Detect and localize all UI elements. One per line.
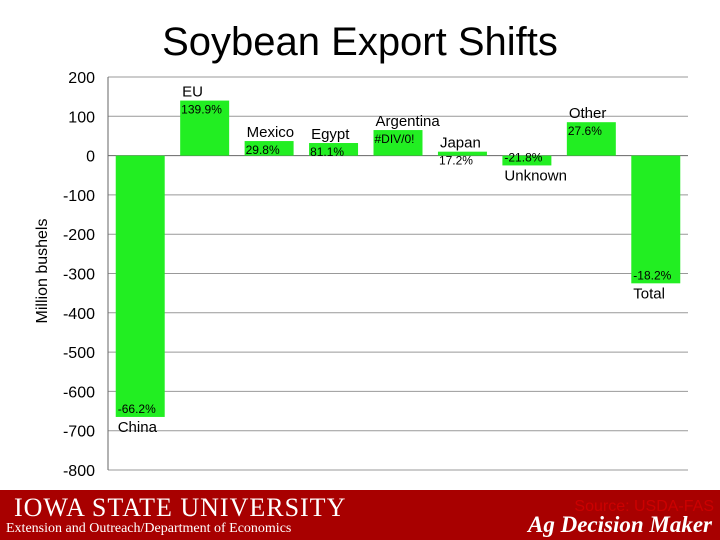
bar-category-label: China xyxy=(118,419,158,436)
y-tick-label: 100 xyxy=(68,109,95,126)
bar-category-label: Other xyxy=(569,105,607,122)
bar-data-label: 139.9% xyxy=(181,103,222,117)
y-tick-label: 0 xyxy=(86,149,95,166)
y-tick-label: -200 xyxy=(63,227,95,244)
bar-category-label: Argentina xyxy=(376,113,441,130)
bar-category-label: Mexico xyxy=(247,124,295,141)
source-note: Source: USDA-FAS xyxy=(574,498,714,515)
y-tick-label: -500 xyxy=(63,345,95,362)
bar xyxy=(437,151,487,156)
y-tick-label: -800 xyxy=(63,463,95,480)
bar xyxy=(180,100,230,156)
bar-data-label: 81.1% xyxy=(310,145,344,159)
bar-category-label: Egypt xyxy=(311,126,350,143)
bar-category-label: Japan xyxy=(440,135,481,152)
bars xyxy=(115,100,681,417)
y-axis-label: Million bushels xyxy=(34,219,51,324)
y-tick-labels: 200 100 0 -100 -200 -300 -400 -500 -600 -700 -800 xyxy=(63,70,95,480)
brand-logo: Ag Decision Maker xyxy=(528,512,712,537)
bar-data-label: 17.2% xyxy=(439,154,473,168)
bar-category-label: EU xyxy=(182,84,203,101)
y-tick-label: 200 xyxy=(68,70,95,87)
bar-data-label: -18.2% xyxy=(633,268,671,282)
bar-data-label: 27.6% xyxy=(568,124,602,138)
bar-data-label: -21.8% xyxy=(504,150,542,164)
bar xyxy=(244,141,294,156)
university-logo: IOWA STATE UNIVERSITY xyxy=(14,493,347,522)
y-tick-label: -300 xyxy=(63,267,95,284)
bar xyxy=(309,143,359,156)
chart-title: Soybean Export Shifts xyxy=(162,20,558,64)
bar-category-label: Unknown xyxy=(504,167,567,184)
bar-data-label: -66.2% xyxy=(118,402,156,416)
footer-bar xyxy=(0,490,720,540)
bar xyxy=(631,155,681,284)
department-text: Extension and Outreach/Department of Eco… xyxy=(6,521,292,536)
bar-data-label: #DIV/0! xyxy=(375,132,415,146)
y-tick-label: -600 xyxy=(63,384,95,401)
bar-data-label: 29.8% xyxy=(246,143,280,157)
bar-category-label: Total xyxy=(633,285,665,302)
data-labels: -66.2% China 139.9% EU 29.8% Mexico 81.1% Egypt… xyxy=(118,84,672,436)
bar xyxy=(566,122,616,156)
y-tick-label: -400 xyxy=(63,306,95,323)
y-tick-label: -100 xyxy=(63,188,95,205)
y-tick-label: -700 xyxy=(63,424,95,441)
bar xyxy=(373,130,423,156)
bar-chart: Million bushels 200 100 0 -100 -200 -300 -400 -… xyxy=(34,70,688,480)
bar xyxy=(502,155,552,166)
bar xyxy=(115,155,165,417)
